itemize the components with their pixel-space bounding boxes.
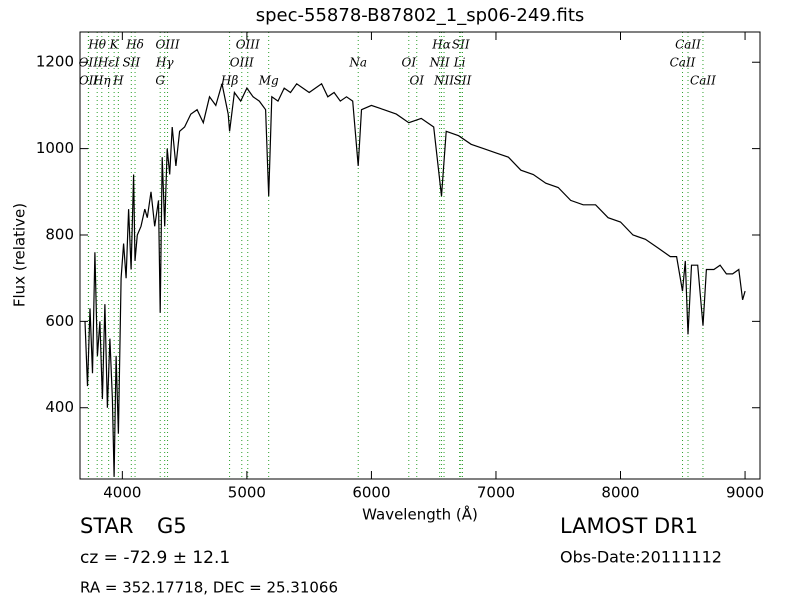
- spectral-line-label: SII: [452, 38, 470, 52]
- y-axis-label: Flux (relative): [11, 203, 29, 307]
- plot-frame: [79, 31, 761, 480]
- spectral-line-label: Hβ: [220, 74, 238, 88]
- survey: LAMOST DR1: [560, 514, 698, 538]
- x-tick-label: 9000: [726, 484, 764, 502]
- spectral-line-label: K: [109, 38, 120, 52]
- y-tick-label: 1200: [36, 53, 74, 71]
- spectral-line-label: Na: [348, 56, 367, 70]
- spectral-line-label: NII: [433, 74, 454, 88]
- object-subclass: G5: [157, 514, 187, 538]
- spectral-line-label: Hη: [92, 74, 111, 88]
- spectral-line-label: SII: [454, 74, 472, 88]
- y-tick-label: 1000: [36, 139, 74, 157]
- spectral-line-label: Mg: [258, 74, 279, 88]
- x-tick-label: 6000: [352, 484, 390, 502]
- x-tick-label: 7000: [477, 484, 515, 502]
- spectral-line-label: OII: [79, 56, 99, 70]
- spectral-line-label: HεI: [97, 56, 120, 70]
- y-tick-label: 600: [45, 312, 74, 330]
- y-tick-label: 800: [45, 225, 74, 243]
- spectral-line-label: CaII: [675, 38, 701, 52]
- spectral-line-label: SII: [122, 56, 140, 70]
- spectral-line-label: G: [155, 74, 165, 88]
- spectral-line-label: Hθ: [87, 38, 106, 52]
- spectral-line-label: Hα: [431, 38, 451, 52]
- spectral-line-label: Hγ: [155, 56, 174, 70]
- spectral-line-label: H: [112, 74, 124, 88]
- spectral-line-label: Hδ: [125, 38, 144, 52]
- spectral-line-label: OIII: [230, 56, 254, 70]
- x-tick-label: 8000: [601, 484, 639, 502]
- spectral-line-label: OI: [402, 56, 417, 70]
- obs-date: Obs-Date:20111112: [560, 548, 722, 567]
- coordinates: RA = 352.17718, DEC = 25.31066: [80, 579, 338, 597]
- x-tick-label: 5000: [228, 484, 266, 502]
- spectral-line-label: OI: [409, 74, 424, 88]
- spectral-line-label: NII: [429, 56, 450, 70]
- spectral-line-label: CaII: [670, 56, 696, 70]
- spectral-line-label: OII: [79, 74, 99, 88]
- object-class: STAR: [80, 514, 133, 538]
- redshift: cz = -72.9 ± 12.1: [80, 548, 230, 568]
- spectral-line-label: OIII: [236, 38, 260, 52]
- spectral-line-label: Li: [453, 56, 466, 70]
- spectral-line-label: OIII: [156, 38, 180, 52]
- spectrum-line: [84, 82, 746, 477]
- x-axis-label: Wavelength (Å): [362, 505, 478, 524]
- x-tick-label: 4000: [103, 484, 141, 502]
- spectral-line-label: CaII: [690, 74, 716, 88]
- y-tick-label: 400: [45, 398, 74, 416]
- chart-title: spec-55878-B87802_1_sp06-249.fits: [256, 5, 585, 26]
